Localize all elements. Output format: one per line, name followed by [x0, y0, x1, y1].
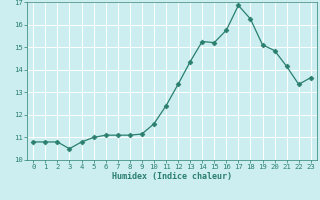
X-axis label: Humidex (Indice chaleur): Humidex (Indice chaleur): [112, 172, 232, 181]
